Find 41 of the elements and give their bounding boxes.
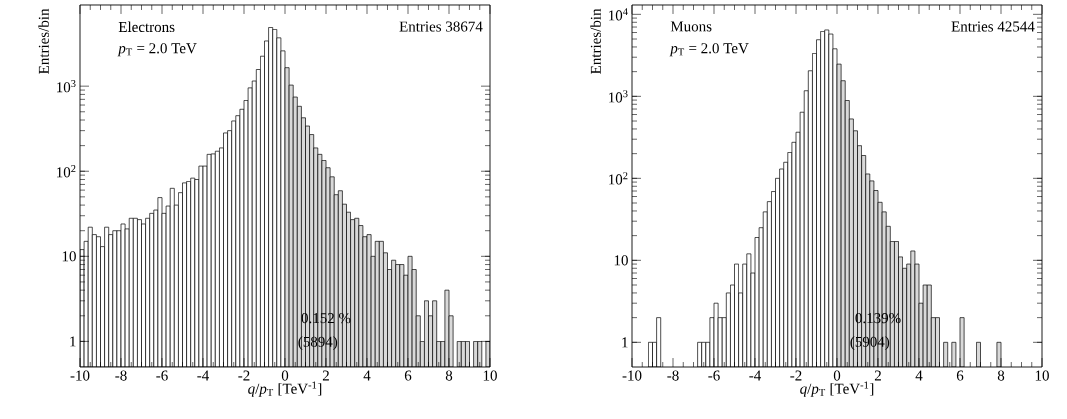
y-tick-label: 1 xyxy=(70,336,76,347)
annotation: Electrons xyxy=(118,21,175,33)
annotation: p$_{T}$ = 2.0 TeV xyxy=(117,43,197,57)
x-tick-label: -8 xyxy=(115,370,127,381)
x-tick-label: 6 xyxy=(956,370,964,381)
annotation: Entries 42544 xyxy=(951,21,1035,32)
y-tick-label: 10 xyxy=(614,255,628,266)
y-tick-label: 10 xyxy=(62,251,76,262)
x-axis-title: q/p$_{T}$ [TeV$^{-1}$] xyxy=(800,381,874,397)
x-tick-label: 10 xyxy=(483,370,497,381)
x-tick-label: -10 xyxy=(70,370,90,381)
x-tick-label: 10 xyxy=(1035,370,1049,381)
x-tick-label: -2 xyxy=(238,370,250,381)
y-tick-label: 10$^{3}$ xyxy=(609,90,628,103)
annotation: Entries 38674 xyxy=(399,21,483,32)
y-tick-label: 10$^{3}$ xyxy=(57,80,76,93)
x-tick-label: -4 xyxy=(749,370,762,381)
y-axis-title: Entries/bin xyxy=(590,8,601,74)
y-axis-title: Entries/bin xyxy=(38,8,49,74)
x-tick-label: -6 xyxy=(156,370,168,381)
x-tick-label: 0 xyxy=(281,370,289,381)
x-tick-label: 0 xyxy=(833,370,841,381)
y-tick-label: 10$^{4}$ xyxy=(609,8,628,21)
x-tick-label: 4 xyxy=(915,370,923,381)
x-axis-title: q/p$_{T}$ [TeV$^{-1}$] xyxy=(248,381,322,397)
y-tick-label: 10$^{2}$ xyxy=(57,165,76,178)
x-tick-label: -2 xyxy=(790,370,802,381)
x-tick-label: -6 xyxy=(708,370,720,381)
x-tick-label: -4 xyxy=(197,370,210,381)
y-tick-label: 1 xyxy=(622,337,628,348)
x-tick-label: 4 xyxy=(363,370,371,381)
annotation: p$_{T}$ = 2.0 TeV xyxy=(669,43,749,57)
x-tick-label: -10 xyxy=(622,370,642,381)
x-tick-label: -8 xyxy=(667,370,679,381)
x-tick-label: 8 xyxy=(997,370,1005,381)
x-tick-label: 8 xyxy=(445,370,453,381)
x-tick-label: 6 xyxy=(404,370,412,381)
annotation: Muons xyxy=(670,21,712,32)
x-tick-label: 2 xyxy=(874,370,881,381)
y-tick-label: 10$^{2}$ xyxy=(609,172,628,185)
x-tick-label: 2 xyxy=(322,370,329,381)
